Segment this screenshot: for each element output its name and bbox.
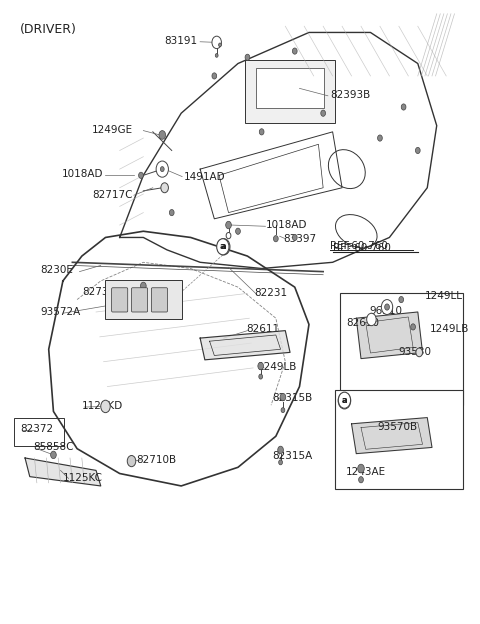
Circle shape [245,54,250,61]
Circle shape [281,407,285,412]
Text: a: a [221,242,227,251]
Text: 85858C: 85858C [34,442,74,452]
Circle shape [384,304,389,310]
Circle shape [378,135,382,141]
Text: 93570B: 93570B [378,422,418,432]
Text: (DRIVER): (DRIVER) [20,23,77,36]
FancyBboxPatch shape [112,288,128,312]
FancyBboxPatch shape [256,69,324,108]
Ellipse shape [336,215,377,248]
Circle shape [259,129,264,135]
Text: 82734A: 82734A [82,287,122,297]
Circle shape [212,73,216,79]
Circle shape [411,324,415,330]
Polygon shape [25,458,101,486]
Circle shape [160,167,164,172]
Circle shape [359,477,363,483]
Circle shape [358,464,364,473]
Text: a: a [342,396,347,406]
Text: 82611: 82611 [247,324,280,334]
Text: 83397: 83397 [283,234,316,244]
Text: 1249LL: 1249LL [425,291,463,301]
Circle shape [279,460,282,465]
Circle shape [156,161,168,177]
Circle shape [212,36,221,49]
Text: 1125KC: 1125KC [63,474,103,484]
Text: 1249GE: 1249GE [92,125,133,135]
Circle shape [278,446,283,454]
Circle shape [139,172,144,178]
Circle shape [161,183,168,193]
Circle shape [217,239,230,255]
Circle shape [127,456,136,467]
Circle shape [367,313,376,326]
Text: 1249LB: 1249LB [430,324,469,334]
Circle shape [218,43,221,47]
Text: 82315B: 82315B [272,392,312,402]
Circle shape [292,235,297,241]
Circle shape [215,54,218,57]
Circle shape [292,48,297,54]
Circle shape [259,374,263,379]
Text: 1125KD: 1125KD [82,401,123,411]
Polygon shape [351,417,432,454]
Text: 82710B: 82710B [137,455,177,465]
FancyBboxPatch shape [151,288,168,312]
Circle shape [141,282,146,290]
Text: 93530: 93530 [399,348,432,358]
Text: a: a [342,396,347,405]
FancyBboxPatch shape [105,280,182,319]
Circle shape [236,228,240,235]
Circle shape [321,110,325,116]
Text: 82610: 82610 [346,318,379,328]
Text: REF.60-760: REF.60-760 [333,243,391,253]
Circle shape [416,348,422,357]
Text: 93572A: 93572A [40,307,81,317]
Text: 1018AD: 1018AD [61,169,103,179]
Circle shape [381,300,393,314]
Circle shape [216,239,229,255]
Circle shape [274,236,278,242]
Text: 1243AE: 1243AE [346,467,386,477]
Circle shape [338,392,350,409]
FancyBboxPatch shape [335,389,463,489]
Circle shape [415,147,420,154]
Circle shape [50,451,56,459]
Ellipse shape [328,150,365,188]
Circle shape [226,222,231,229]
Text: 82231: 82231 [254,288,288,298]
Circle shape [338,392,350,408]
Text: 82717C: 82717C [93,190,133,200]
FancyBboxPatch shape [132,288,148,312]
Circle shape [169,210,174,216]
Text: 82372: 82372 [20,424,53,434]
Text: a: a [220,242,226,251]
Text: REF.60-760: REF.60-760 [330,240,388,250]
Text: 1491AD: 1491AD [183,172,225,182]
Circle shape [401,104,406,110]
Circle shape [258,363,264,370]
Text: 96310: 96310 [370,306,403,316]
Circle shape [280,393,286,401]
Circle shape [101,400,110,412]
Text: 82315A: 82315A [272,451,312,461]
FancyBboxPatch shape [340,293,463,405]
Circle shape [399,296,404,303]
Circle shape [226,233,231,239]
Text: 1249LB: 1249LB [258,362,297,372]
FancyBboxPatch shape [245,61,335,122]
Polygon shape [200,331,290,360]
Polygon shape [356,312,422,359]
Text: 82393B: 82393B [330,90,371,100]
FancyBboxPatch shape [14,418,64,446]
Text: 1018AD: 1018AD [265,220,307,230]
Text: 83191: 83191 [165,36,198,46]
Text: 8230E: 8230E [40,265,73,275]
Circle shape [159,130,166,139]
